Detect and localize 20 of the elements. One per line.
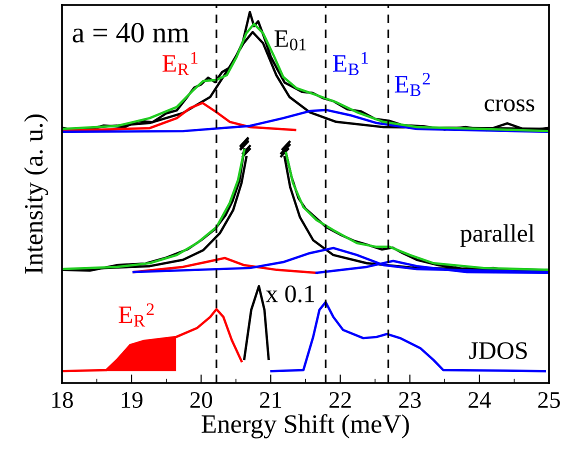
y-axis-title: Intensity (a. u.)	[24, 114, 48, 274]
x-tick-label: 20	[190, 392, 212, 408]
annotation: E$_{B}$$^{2}$	[394, 72, 430, 96]
x-tick-label: 22	[330, 392, 351, 408]
x-tick-label: 18	[52, 392, 73, 408]
annotation: E$_{B}$$^{1}$	[333, 52, 368, 76]
x-tick-label: 19	[122, 392, 142, 408]
x-tick-label: 24	[468, 392, 491, 408]
annotation: cross	[484, 99, 534, 112]
annotation: parallel	[460, 224, 534, 247]
annotation: x 0.1	[266, 285, 314, 302]
x-tick-label: 23	[399, 392, 421, 408]
x-tick-label: 25	[538, 392, 560, 408]
annotation: JDOS	[469, 342, 527, 360]
annotation: E$_{R}$$^{1}$	[162, 52, 198, 76]
annotation: a = 40 nm	[72, 22, 189, 43]
x-tick-label: 21	[260, 392, 282, 408]
annotation: E$_{R}$$^{2}$	[118, 303, 154, 326]
x-axis-title: Energy Shift (meV)	[202, 414, 409, 438]
annotation: E$_{01}$	[274, 30, 306, 50]
